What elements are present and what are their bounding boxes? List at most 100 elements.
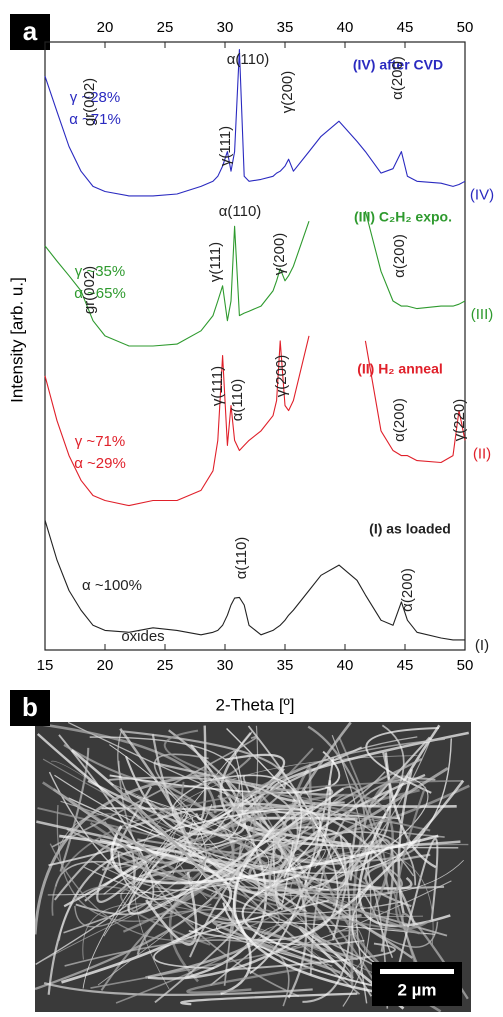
nanotube (268, 831, 417, 886)
plot-frame (44, 41, 466, 651)
x-top-tick-label: 35 (277, 19, 294, 36)
annotation: gr(002) (81, 266, 98, 314)
nanotube (186, 965, 314, 994)
annotation: α ~65% (74, 285, 126, 302)
annotation: (II) H₂ anneal (357, 361, 443, 377)
annotation: (III) C₂H₂ expo. (354, 209, 452, 225)
series-label: (III) (471, 306, 494, 323)
scale-bar (380, 969, 454, 974)
nanotube (43, 981, 313, 996)
nanotube (64, 939, 290, 1007)
annotation: α ~71% (69, 111, 121, 128)
xrd-trace (44, 335, 466, 507)
nanotube (219, 732, 461, 848)
annotation: α ~100% (82, 577, 142, 594)
nanotube (36, 722, 217, 814)
nanotube (147, 779, 465, 980)
x-tick-label: 25 (157, 657, 174, 674)
xrd-trace (44, 49, 466, 197)
nanotube (180, 992, 358, 1006)
nanotube (225, 942, 396, 971)
x-top-tick-label: 25 (157, 19, 174, 36)
nanotube (56, 805, 212, 922)
annotation: γ ~71% (75, 433, 125, 450)
nanotube (97, 885, 226, 986)
nanotube (336, 838, 395, 952)
annotation: α(200) (389, 56, 406, 100)
series-label: (IV) (470, 186, 494, 203)
nanotube (59, 747, 90, 872)
x-top-tick-label: 20 (97, 19, 114, 36)
nanotube (189, 803, 213, 856)
annotation: γ(200) (279, 71, 296, 114)
x-tick-label: 45 (397, 657, 414, 674)
nanotube (47, 795, 270, 896)
nanotube (171, 782, 459, 849)
annotation: α(110) (219, 203, 262, 220)
annotation: α(110) (227, 51, 270, 68)
nanotube (49, 843, 296, 942)
nanotube (217, 782, 300, 851)
annotation: γ(111) (207, 242, 224, 282)
nanotube (163, 729, 431, 832)
x-tick-label: 15 (37, 657, 54, 674)
xrd-trace (44, 210, 466, 347)
nanotube (153, 899, 329, 970)
nanotube (117, 835, 287, 901)
x-tick-label: 35 (277, 657, 294, 674)
nanotube (120, 876, 211, 946)
x-top-tick-label: 30 (217, 19, 234, 36)
annotation: α(110) (233, 537, 250, 580)
annotation: γ(111) (217, 126, 234, 166)
x-tick-label: 40 (337, 657, 354, 674)
x-tick-label: 20 (97, 657, 114, 674)
scale-bar-label: 2 µm (397, 980, 436, 999)
nanotube (63, 744, 252, 788)
nanotube (90, 929, 359, 989)
annotation: oxides (121, 628, 164, 645)
nanotube (42, 758, 402, 917)
nanotube (365, 726, 439, 794)
nanotube (179, 747, 314, 842)
nanotube (41, 847, 434, 962)
nanotube (394, 786, 430, 930)
nanotube (299, 854, 389, 1009)
x-tick-label: 30 (217, 657, 234, 674)
annotation: γ ~28% (70, 89, 120, 106)
nanotube (241, 876, 335, 964)
panel-label: a (23, 16, 38, 46)
xrd-trace (44, 520, 465, 641)
nanotube (109, 750, 341, 794)
nanotube (355, 776, 429, 872)
x-top-tick-label: 45 (397, 19, 414, 36)
y-axis-label: Intensity [arb. u.] (7, 277, 26, 403)
nanotube (215, 921, 435, 965)
annotation: γ(111) (209, 366, 226, 406)
x-top-tick-label: 40 (337, 19, 354, 36)
annotation: α(110) (229, 379, 246, 422)
nanotube (108, 776, 299, 1004)
nanotube (127, 787, 345, 915)
annotation: gr(002) (81, 78, 98, 126)
sem-image (35, 722, 471, 1012)
nanotube (268, 722, 362, 920)
nanotube (42, 781, 193, 882)
x-tick-label: 50 (457, 657, 474, 674)
annotation: (IV) after CVD (353, 57, 443, 73)
nanotube (110, 825, 439, 885)
annotation: α(200) (391, 234, 408, 278)
nanotube (172, 808, 402, 900)
nanotube (51, 735, 258, 848)
annotation: (I) as loaded (369, 521, 451, 537)
panel-label: b (22, 692, 38, 722)
series-label: (II) (473, 445, 491, 462)
x-axis-label: 2-Theta [º] (216, 695, 295, 714)
annotation: α(200) (399, 568, 416, 612)
nanotube (35, 773, 211, 935)
nanotube (252, 792, 300, 882)
nanotube (54, 750, 244, 846)
annotation: α(200) (391, 398, 408, 442)
nanotube (59, 834, 232, 984)
annotation: γ(200) (271, 233, 288, 276)
